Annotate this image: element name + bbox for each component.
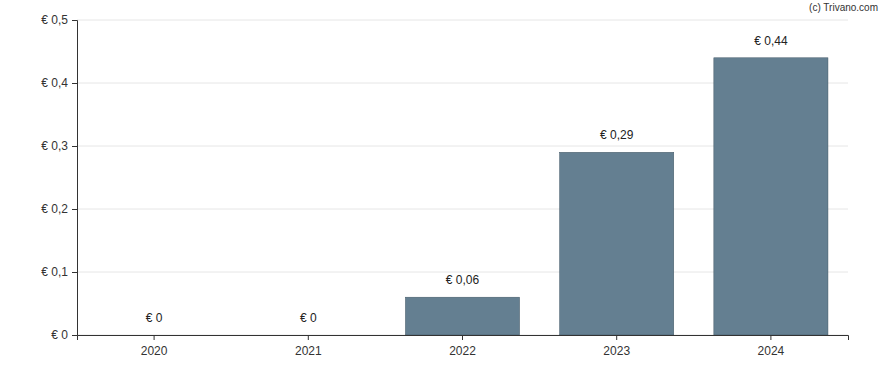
grid (77, 20, 848, 335)
annotation: (c) Trivano.com (809, 2, 878, 13)
x-tick-mark (616, 335, 617, 340)
y-tick-label: € 0,1 (41, 265, 68, 279)
bar (560, 152, 674, 335)
x-tick: 2024 (758, 335, 785, 358)
y-tick-mark (72, 83, 77, 84)
y-tick: € 0,1 (41, 265, 77, 279)
x-tick: 2020 (141, 335, 168, 358)
x-tick-mark (308, 335, 309, 340)
x-tick-label: 2022 (449, 344, 476, 358)
x-axis-line (78, 336, 849, 341)
y-tick-mark (72, 20, 77, 21)
y-tick-label: € 0,2 (41, 202, 68, 216)
y-axis: € 0 € 0,1 € 0,2 € 0,3 € 0,4 € 0,5 (41, 13, 77, 342)
y-tick-label: € 0,4 (41, 76, 68, 90)
chart: € 0 € 0,1 € 0,2 € 0,3 € 0,4 € 0,5 2020 2021 2022… (0, 0, 888, 370)
y-tick-mark (72, 335, 77, 336)
bars (405, 58, 828, 335)
x-tick-mark (154, 335, 155, 340)
bar (251, 335, 365, 336)
y-tick: € 0,5 (41, 13, 77, 27)
x-tick-label: 2023 (603, 344, 630, 358)
bar (714, 58, 828, 335)
y-tick: € 0,3 (41, 139, 77, 153)
y-tick: € 0,4 (41, 76, 77, 90)
x-tick-mark (770, 335, 771, 340)
bar (97, 335, 211, 336)
plot: € 0 € 0,1 € 0,2 € 0,3 € 0,4 € 0,5 2020 2021 2022… (41, 13, 848, 357)
y-tick-mark (72, 209, 77, 210)
x-tick-label: 2020 (141, 344, 168, 358)
y-tick-label: € 0,3 (41, 139, 68, 153)
data-label: € 0,44 (754, 34, 788, 48)
data-label: € 0 (146, 311, 163, 325)
data-labels: € 0 € 0 € 0,06 € 0,29 € 0,44 (146, 34, 788, 325)
y-axis-line (72, 21, 78, 336)
x-tick-label: 2024 (758, 344, 785, 358)
x-axis: 2020 2021 2022 2023 2024 (78, 335, 849, 358)
y-tick-label: € 0,5 (41, 13, 68, 27)
y-tick-mark (72, 146, 77, 147)
y-tick: € 0 (51, 328, 77, 342)
data-label: € 0 (300, 311, 317, 325)
y-tick: € 0,2 (41, 202, 77, 216)
y-tick-label: € 0 (51, 328, 68, 342)
x-tick-mark (462, 335, 463, 340)
data-label: € 0,29 (600, 128, 634, 142)
y-tick-mark (72, 272, 77, 273)
x-tick: 2022 (449, 335, 476, 358)
data-label: € 0,06 (446, 273, 480, 287)
x-tick: 2021 (295, 335, 322, 358)
x-tick: 2023 (603, 335, 630, 358)
x-tick-label: 2021 (295, 344, 322, 358)
bar (405, 297, 519, 335)
grid-line (77, 20, 848, 21)
